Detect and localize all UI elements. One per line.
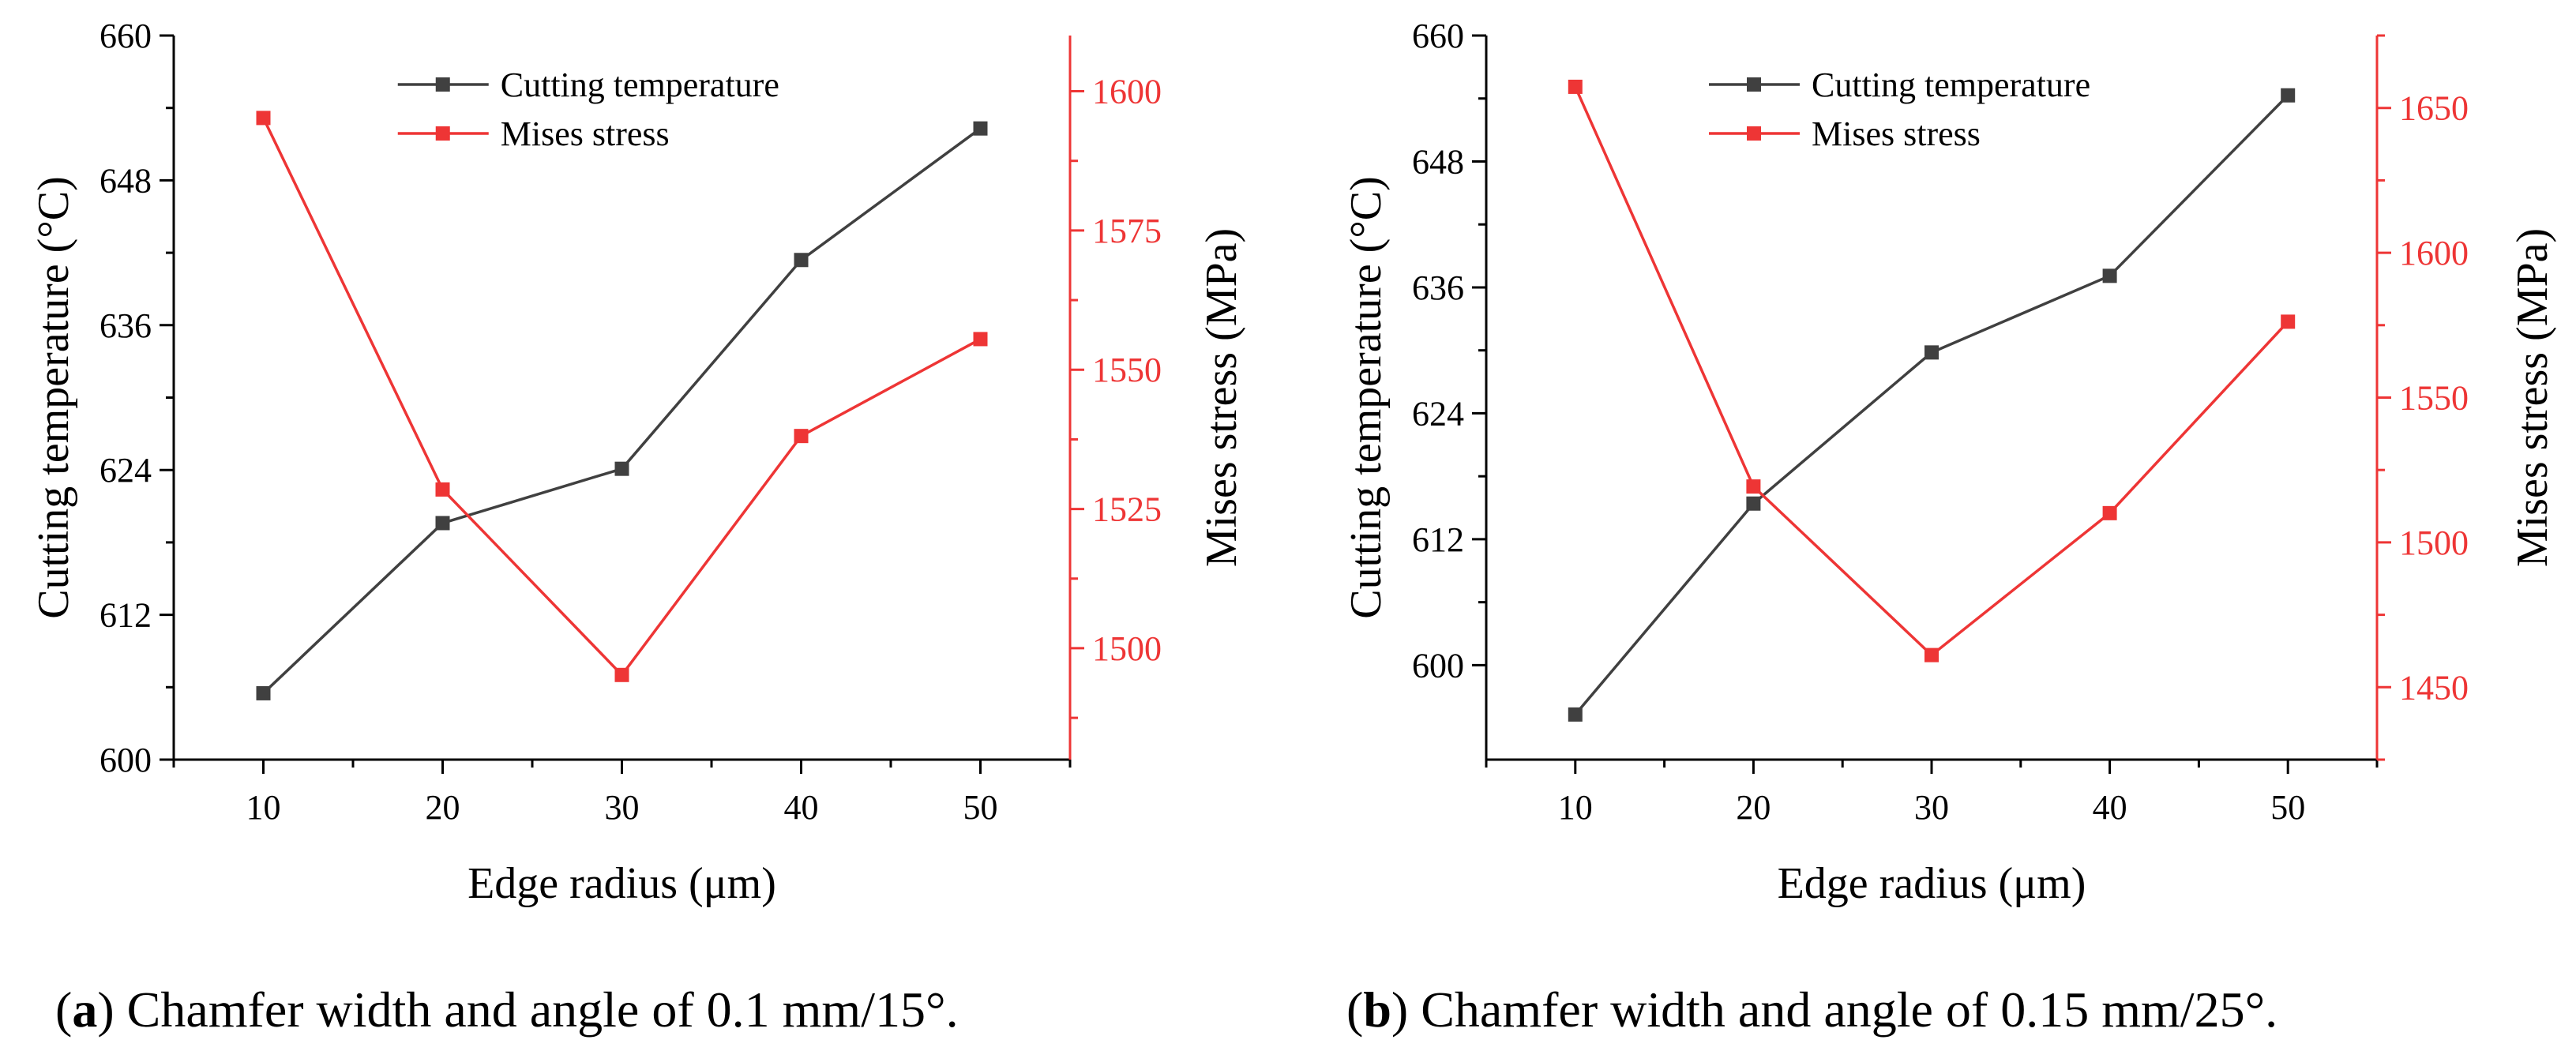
data-point-stress [794, 429, 809, 444]
caption-letter: b [1363, 982, 1391, 1038]
y-tick-label: 600 [1412, 646, 1464, 685]
y-axis-title: Cutting temperature (°C) [1342, 176, 1391, 618]
data-point-stress [2281, 314, 2296, 329]
x-tick-label: 30 [1914, 788, 1949, 827]
y2-tick-label: 1550 [2399, 379, 2469, 418]
y2-tick-label: 1575 [1092, 212, 1162, 250]
x-tick-label: 10 [246, 788, 281, 827]
y2-tick-label: 1550 [1092, 351, 1162, 389]
legend-label: Mises stress [501, 114, 670, 153]
data-point-temperature [1746, 496, 1761, 511]
legend-marker [1747, 126, 1761, 141]
x-axis-title: Edge radius (μm) [468, 859, 776, 908]
x-tick-label: 20 [426, 788, 460, 827]
x-tick-label: 30 [605, 788, 640, 827]
x-tick-label: 40 [784, 788, 819, 827]
x-tick-label: 20 [1736, 788, 1771, 827]
x-axis-title: Edge radius (μm) [1778, 859, 2086, 908]
data-point-temperature [435, 516, 450, 531]
legend-label: Cutting temperature [501, 66, 779, 104]
y2-tick-label: 1500 [1092, 629, 1162, 668]
data-point-temperature [2102, 268, 2117, 283]
y-tick-label: 624 [100, 451, 152, 490]
caption-open-paren: ( [1346, 982, 1363, 1038]
y-tick-label: 600 [100, 741, 152, 779]
series-line-temperature [1574, 94, 2289, 715]
caption-text: ) Chamfer width and angle of 0.15 mm/25°… [1391, 982, 2277, 1038]
data-point-stress [1924, 647, 1939, 663]
y2-axis-title: Mises stress (MPa) [2508, 228, 2557, 567]
y-tick-label: 648 [100, 161, 152, 200]
legend-marker [435, 126, 450, 141]
caption-letter: a [72, 982, 97, 1038]
x-tick-label: 50 [2270, 788, 2305, 827]
caption-text: ) Chamfer width and angle of 0.1 mm/15°. [97, 982, 958, 1038]
chart-caption: (a) Chamfer width and angle of 0.1 mm/15… [55, 982, 959, 1038]
data-point-stress [2102, 505, 2117, 520]
y2-tick-label: 1600 [1092, 73, 1162, 111]
legend-label: Cutting temperature [1812, 66, 2090, 104]
y-tick-label: 624 [1412, 394, 1464, 433]
data-point-stress [256, 111, 271, 126]
y-tick-label: 612 [1412, 520, 1464, 559]
y-tick-label: 612 [100, 596, 152, 635]
caption-open-paren: ( [55, 982, 72, 1038]
legend-marker [435, 77, 450, 92]
y-tick-label: 660 [1412, 17, 1464, 55]
y-axis-title: Cutting temperature (°C) [29, 176, 78, 618]
series-line-temperature [262, 127, 982, 695]
series-line-stress [1574, 86, 2289, 657]
data-point-temperature [1924, 345, 1939, 360]
data-point-temperature [614, 461, 629, 476]
data-point-temperature [2281, 88, 2296, 103]
x-tick-label: 50 [963, 788, 998, 827]
data-point-stress [435, 482, 450, 497]
legend-marker [1747, 77, 1761, 92]
chart-caption: (b) Chamfer width and angle of 0.15 mm/2… [1346, 982, 2277, 1038]
chart-panel-b: 10 20 30 40 50 600 612 624 636 648 660 1450 1500 1550… [1342, 17, 2557, 1038]
data-point-temperature [256, 685, 271, 700]
y2-tick-label: 1650 [2399, 89, 2469, 128]
data-point-stress [1746, 479, 1761, 494]
legend-label: Mises stress [1812, 114, 1981, 153]
data-point-stress [1568, 79, 1583, 94]
y2-axis-title: Mises stress (MPa) [1197, 228, 1246, 567]
y-tick-label: 648 [1412, 142, 1464, 181]
data-point-temperature [973, 121, 988, 136]
y2-tick-label: 1600 [2399, 234, 2469, 272]
y2-tick-label: 1500 [2399, 524, 2469, 562]
data-point-temperature [794, 253, 809, 268]
data-point-temperature [1568, 707, 1583, 722]
data-point-stress [973, 332, 988, 347]
x-tick-label: 40 [2093, 788, 2127, 827]
data-point-stress [614, 667, 629, 682]
y-tick-label: 660 [100, 17, 152, 55]
y2-tick-label: 1450 [2399, 668, 2469, 707]
y-tick-label: 636 [1412, 268, 1464, 307]
y2-tick-label: 1525 [1092, 490, 1162, 529]
x-tick-label: 10 [1558, 788, 1593, 827]
y-tick-label: 636 [100, 306, 152, 345]
chart-panel-a: 10 20 30 40 50 600 612 624 636 648 660 1500 1525 1550… [29, 17, 1246, 1038]
